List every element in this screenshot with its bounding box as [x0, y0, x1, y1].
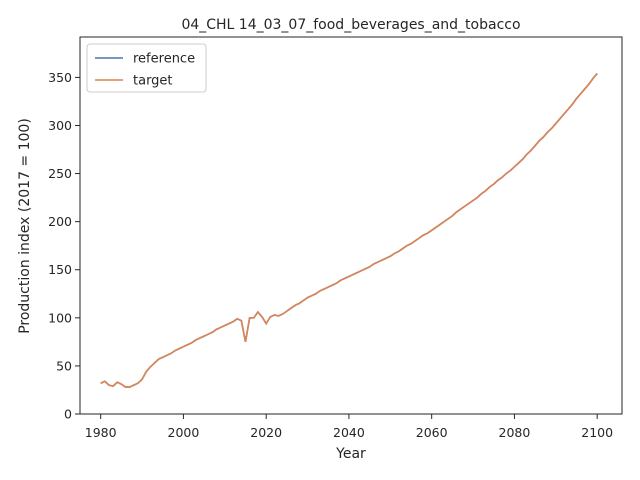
chart-title: 04_CHL 14_03_07_food_beverages_and_tobac… [181, 17, 520, 33]
y-tick-label: 100 [48, 310, 72, 325]
x-tick-label: 2020 [250, 425, 282, 440]
x-tick-label: 2080 [499, 425, 531, 440]
y-tick-label: 250 [48, 166, 72, 181]
y-tick-label: 300 [48, 118, 72, 133]
x-axis-label: Year [335, 446, 366, 462]
y-axis-label: Production index (2017 = 100) [17, 118, 33, 334]
legend-label: reference [133, 52, 195, 67]
y-tick-label: 150 [48, 262, 72, 277]
x-tick-label: 1980 [85, 425, 117, 440]
y-tick-label: 350 [48, 70, 72, 85]
plot-frame [79, 36, 623, 415]
legend-label: target [133, 74, 173, 89]
x-tick-label: 2060 [416, 425, 448, 440]
x-tick-label: 2100 [581, 425, 613, 440]
x-tick-label: 2000 [168, 425, 200, 440]
y-tick-label: 0 [64, 407, 72, 422]
x-tick-label: 2040 [333, 425, 365, 440]
y-tick-label: 200 [48, 214, 72, 229]
y-tick-label: 50 [56, 358, 72, 373]
series-line [100, 73, 598, 388]
series-line [100, 73, 598, 388]
